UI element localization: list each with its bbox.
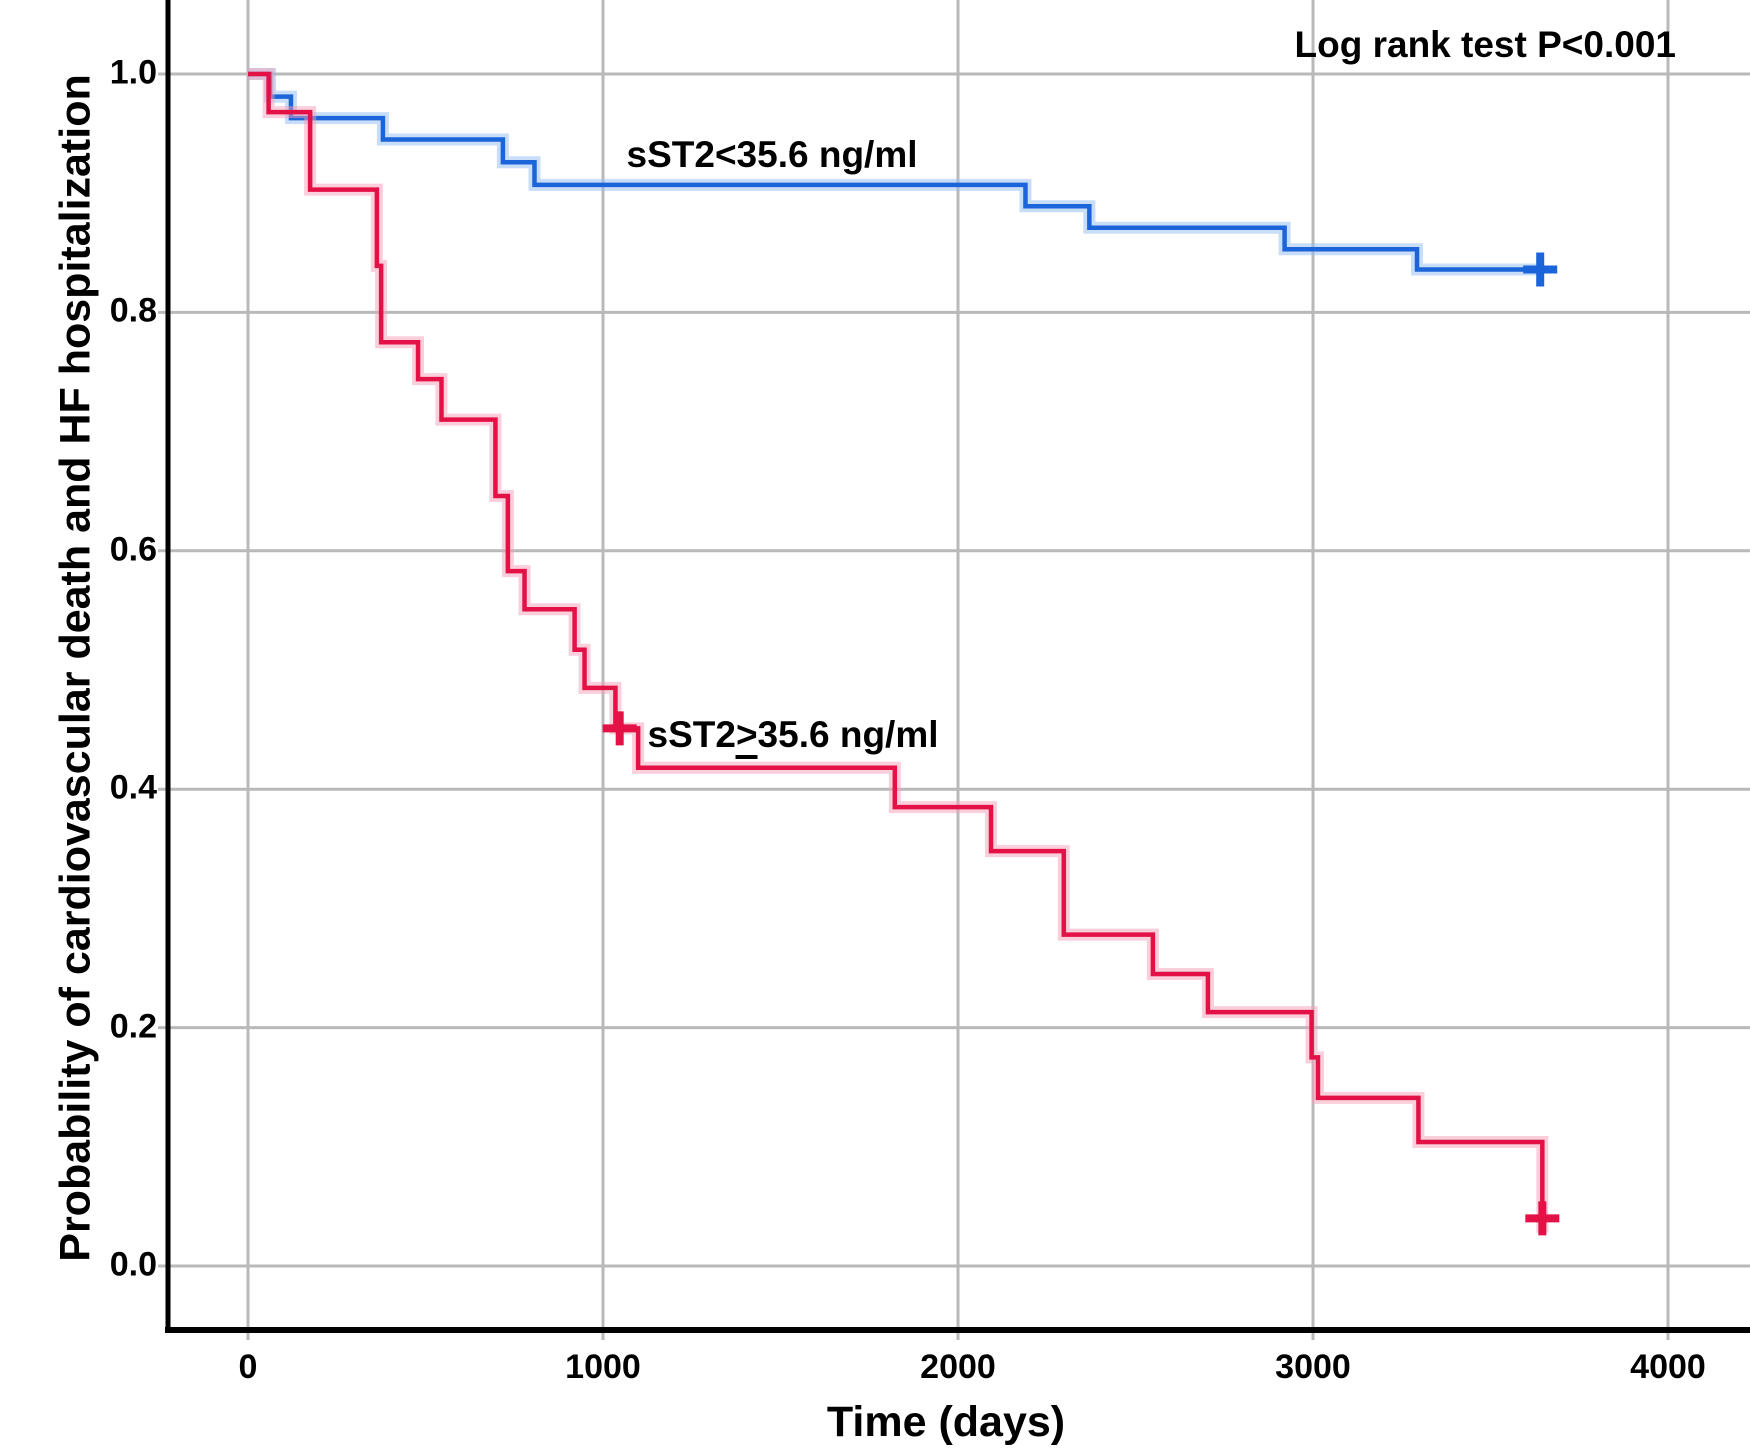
survival-curve-0 xyxy=(248,71,1541,272)
curve-label-low-cmp: < xyxy=(714,134,737,175)
curve-label-high-sst2: sST2>35.6 ng/ml xyxy=(647,714,939,759)
curve-label-low-sst2: sST2<35.6 ng/ml xyxy=(627,134,918,176)
y-tick-label: 0.8 xyxy=(109,292,157,331)
x-tick-label: 4000 xyxy=(1630,1348,1706,1386)
survival-curve-1 xyxy=(248,71,1545,1233)
x-tick-label: 2000 xyxy=(920,1348,996,1386)
x-axis-title: Time (days) xyxy=(826,1398,1066,1446)
x-tick-label: 3000 xyxy=(1275,1348,1351,1386)
log-rank-annotation: Log rank test P<0.001 xyxy=(1294,24,1676,65)
curve-label-low-pre: sST2 xyxy=(626,134,715,175)
y-tick-label: 0.4 xyxy=(109,768,157,807)
y-tick-label: 0.0 xyxy=(109,1245,157,1284)
curve-label-low-suffix: 35.6 ng/ml xyxy=(736,134,918,175)
y-axis-title: Probability of cardiovascular death and … xyxy=(51,74,100,1262)
y-tick-label: 0.6 xyxy=(109,530,157,569)
x-tick-label: 1000 xyxy=(565,1348,641,1386)
curve-label-high-cmp: > xyxy=(735,714,758,759)
x-tick-label: 0 xyxy=(238,1348,258,1386)
curve-label-high-suffix: 35.6 ng/ml xyxy=(757,714,939,755)
y-tick-label: 1.0 xyxy=(109,53,157,92)
y-tick-label: 0.2 xyxy=(109,1007,157,1046)
curve-label-high-pre: sST2 xyxy=(647,714,736,755)
